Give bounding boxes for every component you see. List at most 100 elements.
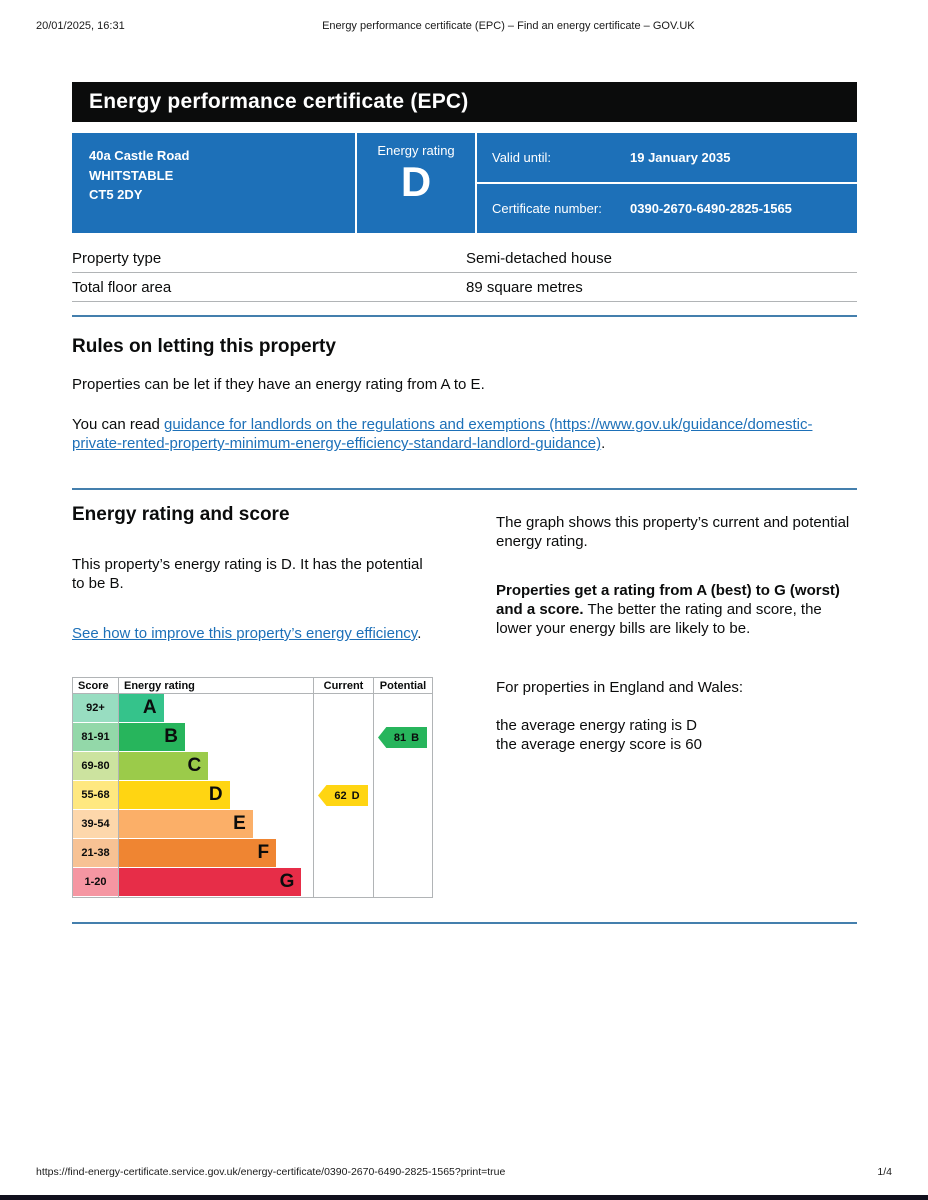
chart-header-potential: Potential xyxy=(374,678,432,694)
current-score: 62 xyxy=(334,789,347,802)
floor-area-label: Total floor area xyxy=(72,278,172,296)
band-row: B xyxy=(119,723,313,751)
potential-column-body: 81 B xyxy=(374,694,432,897)
potential-letter: B xyxy=(411,731,420,744)
band-bar-f: F xyxy=(119,839,277,867)
section-divider xyxy=(72,315,857,317)
band-score-range: 92+ xyxy=(73,694,118,722)
address-line-3: CT5 2DY xyxy=(89,187,143,202)
chart-header-current: Current xyxy=(314,678,373,694)
band-row: E xyxy=(119,810,313,838)
print-header: 20/01/2025, 16:31 Energy performance cer… xyxy=(36,20,892,32)
page-title-banner: Energy performance certificate (EPC) xyxy=(72,82,857,122)
band-letter: G xyxy=(279,871,295,892)
print-footer: https://find-energy-certificate.service.… xyxy=(36,1166,892,1178)
certificate-number-label: Certificate number: xyxy=(492,201,602,216)
energy-rating-cell: Energy rating D xyxy=(355,133,475,233)
band-bar-a: A xyxy=(119,694,164,722)
chart-header-score: Score xyxy=(73,678,118,694)
certificate-number-row: Certificate number: 0390-2670-6490-2825-… xyxy=(477,182,857,233)
address-line-1: 40a Castle Road xyxy=(89,148,190,163)
section-divider xyxy=(72,488,857,490)
averages-intro: For properties in England and Wales: xyxy=(496,679,744,696)
rating-section: Energy rating and score This property’s … xyxy=(72,504,857,898)
section-divider xyxy=(72,922,857,924)
print-page-title: Energy performance certificate (EPC) – F… xyxy=(322,20,695,32)
potential-score: 81 xyxy=(393,731,407,744)
property-type-label: Property type xyxy=(72,249,162,267)
average-score-line: the average energy score is 60 xyxy=(496,736,702,753)
improve-link-paragraph: See how to improve this property’s energ… xyxy=(72,624,432,643)
rating-explainer: Properties get a rating from A (best) to… xyxy=(496,581,857,638)
current-indicator: 62 D xyxy=(318,785,368,806)
footer-url: https://find-energy-certificate.service.… xyxy=(36,1166,506,1178)
band-row: C xyxy=(119,752,313,780)
rules-para2-prefix: You can read xyxy=(72,416,165,433)
energy-rating-label: Energy rating xyxy=(377,143,455,158)
table-row: Total floor area 89 square metres xyxy=(72,273,857,302)
landlord-guidance-link[interactable]: guidance for landlords on the regulation… xyxy=(72,416,813,452)
potential-indicator: 81 B xyxy=(378,727,427,748)
property-address: 40a Castle Road WHITSTABLE CT5 2DY xyxy=(72,133,355,233)
improve-efficiency-link[interactable]: See how to improve this property’s energ… xyxy=(72,625,418,642)
graph-description: The graph shows this property’s current … xyxy=(496,514,850,550)
footer-page-number: 1/4 xyxy=(877,1166,892,1178)
band-score-range: 1-20 xyxy=(73,868,118,896)
band-bar-d: D xyxy=(119,781,230,809)
average-rating-line: the average energy rating is D xyxy=(496,717,697,734)
band-score-range: 69-80 xyxy=(73,752,118,780)
print-datetime: 20/01/2025, 16:31 xyxy=(36,20,125,32)
chart-current-column: Current 62 D xyxy=(313,678,373,897)
page-title: Energy performance certificate (EPC) xyxy=(89,90,469,113)
chart-potential-column: Potential 81 B xyxy=(373,678,432,897)
averages-values: the average energy rating is D the averag… xyxy=(496,716,857,754)
band-letter: C xyxy=(187,755,202,776)
band-letter: A xyxy=(142,697,157,718)
rules-heading: Rules on letting this property xyxy=(72,336,336,357)
address-line-2: WHITSTABLE xyxy=(89,167,174,183)
chart-bands-column: Energy rating A B C D E F G xyxy=(118,678,313,897)
current-letter: D xyxy=(351,789,360,802)
band-score-range: 39-54 xyxy=(73,810,118,838)
chart-header-rating: Energy rating xyxy=(119,678,313,694)
valid-until-row: Valid until: 19 January 2035 xyxy=(477,133,857,182)
band-row: F xyxy=(119,839,313,867)
floor-area-value: 89 square metres xyxy=(466,278,583,296)
energy-rating-value: D xyxy=(400,158,432,205)
property-details-table: Property type Semi-detached house Total … xyxy=(72,244,857,302)
rules-para2-suffix: . xyxy=(601,435,606,452)
chart-score-column: Score 92+ 81-91 69-80 55-68 39-54 21-38 … xyxy=(73,678,118,897)
certificate-number-value: 0390-2670-6490-2825-1565 xyxy=(630,201,792,216)
valid-until-value: 19 January 2035 xyxy=(630,150,731,165)
rules-paragraph-2: You can read guidance for landlords on t… xyxy=(72,415,857,453)
band-bar-g: G xyxy=(119,868,302,896)
band-score-range: 21-38 xyxy=(73,839,118,867)
property-type-value: Semi-detached house xyxy=(466,249,612,267)
validity-cell: Valid until: 19 January 2035 Certificate… xyxy=(475,133,857,233)
band-bar-c: C xyxy=(119,752,209,780)
rating-right-column: The graph shows this property’s current … xyxy=(496,504,857,754)
band-letter: F xyxy=(257,842,270,863)
rules-paragraph: Properties can be let if they have an en… xyxy=(72,376,485,393)
band-score-range: 81-91 xyxy=(73,723,118,751)
rating-explainer-bold: Properties get a rating from A (best) to… xyxy=(496,582,840,618)
band-bar-e: E xyxy=(119,810,253,838)
rating-explainer-rest: The better the rating and score, the low… xyxy=(496,601,822,637)
band-score-range: 55-68 xyxy=(73,781,118,809)
rating-left-column: Energy rating and score This property’s … xyxy=(72,504,433,898)
band-letter: B xyxy=(164,726,178,747)
improve-link-suffix: . xyxy=(417,625,422,642)
band-row: D xyxy=(119,781,313,809)
table-row: Property type Semi-detached house xyxy=(72,244,857,273)
band-row: G xyxy=(119,868,313,896)
band-letter: E xyxy=(233,813,246,834)
document-content: Energy performance certificate (EPC) 40a… xyxy=(72,82,857,924)
band-letter: D xyxy=(208,784,223,805)
band-bar-b: B xyxy=(119,723,185,751)
rating-heading: Energy rating and score xyxy=(72,504,290,525)
current-column-body: 62 D xyxy=(314,694,373,897)
epc-chart: Score 92+ 81-91 69-80 55-68 39-54 21-38 … xyxy=(72,677,433,898)
band-row: A xyxy=(119,694,313,722)
rating-summary-text: This property’s energy rating is D. It h… xyxy=(72,556,423,592)
